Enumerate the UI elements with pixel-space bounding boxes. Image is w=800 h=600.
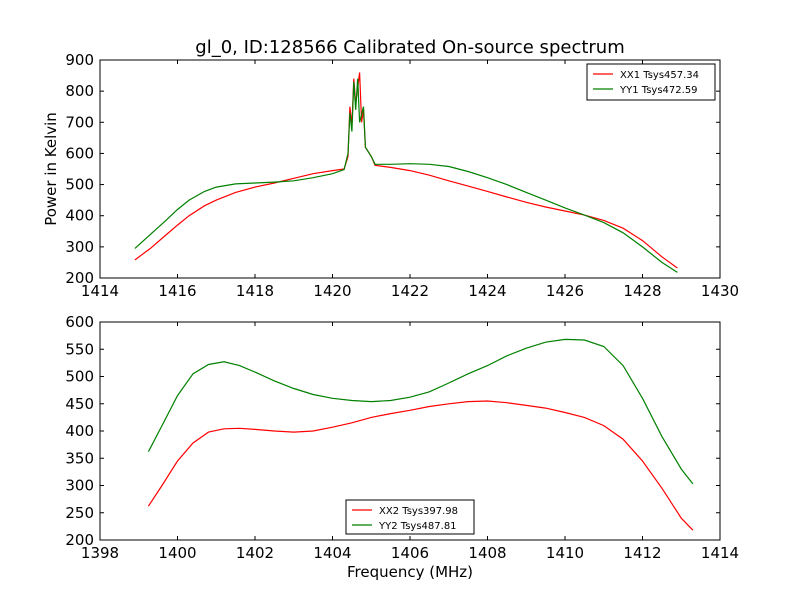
x-tick-label: 1398 xyxy=(81,544,119,562)
y-tick-label: 600 xyxy=(65,144,94,162)
x-tick-label: 1426 xyxy=(546,282,584,300)
x-tick-label: 1420 xyxy=(313,282,351,300)
legend-label: XX2 Tsys397.98 xyxy=(379,506,458,517)
legend: XX1 Tsys457.34 YY1 Tsys472.59 xyxy=(586,63,716,101)
x-tick-label: 1414 xyxy=(701,544,739,562)
legend-label: YY1 Tsys472.59 xyxy=(619,85,698,96)
x-tick-label: 1430 xyxy=(701,282,739,300)
x-tick-label: 1418 xyxy=(236,282,274,300)
y-tick-label: 350 xyxy=(65,449,94,467)
bottom-panel: 1398 1400 1402 1404 1406 1408 1410 1412 1414 200 2… xyxy=(65,313,739,581)
x-tick-label: 1408 xyxy=(468,544,506,562)
x-tick-label: 1402 xyxy=(236,544,274,562)
y-tick-label: 300 xyxy=(65,238,94,256)
y-tick-label: 400 xyxy=(65,422,94,440)
chart-title: gl_0, ID:128566 Calibrated On-source spe… xyxy=(195,37,624,58)
x-tick-label: 1400 xyxy=(158,544,196,562)
y-tick-label: 900 xyxy=(65,51,94,69)
y-tick-label: 600 xyxy=(65,313,94,331)
top-panel: 1414 1416 1418 1420 1422 1424 1426 1428 1430 200 3… xyxy=(42,51,739,300)
x-tick-label: 1414 xyxy=(81,282,119,300)
x-tick-label: 1416 xyxy=(158,282,196,300)
legend-label: XX1 Tsys457.34 xyxy=(620,70,699,81)
series-line-yy xyxy=(134,78,678,273)
y-tick-label: 800 xyxy=(65,82,94,100)
x-tick-label: 1424 xyxy=(468,282,506,300)
legend-box xyxy=(586,63,716,101)
y-tick-label: 450 xyxy=(65,395,94,413)
x-axis-title: Frequency (MHz) xyxy=(347,563,473,581)
x-tick-label: 1410 xyxy=(546,544,584,562)
series-line-xx xyxy=(134,72,678,269)
series-line-yy xyxy=(147,338,694,485)
y-tick-label: 500 xyxy=(65,368,94,386)
legend-label: YY2 Tsys487.81 xyxy=(378,521,457,532)
y-tick-label: 250 xyxy=(65,504,94,522)
y-tick-label: 300 xyxy=(65,477,94,495)
y-tick-label: 700 xyxy=(65,113,94,131)
x-tick-label: 1412 xyxy=(623,544,661,562)
x-tick-label: 1404 xyxy=(313,544,351,562)
series-line-xx xyxy=(147,400,694,531)
x-tick-label: 1428 xyxy=(623,282,661,300)
legend: XX2 Tsys397.98 YY2 Tsys487.81 xyxy=(345,499,475,535)
y-tick-label: 500 xyxy=(65,176,94,194)
x-tick-label: 1422 xyxy=(391,282,429,300)
y-tick-label: 550 xyxy=(65,340,94,358)
x-tick-label: 1406 xyxy=(391,544,429,562)
legend-box xyxy=(345,499,475,535)
y-axis-title: Power in Kelvin xyxy=(42,112,60,226)
y-tick-label: 400 xyxy=(65,207,94,225)
y-tick-label: 200 xyxy=(65,531,94,549)
y-tick-label: 200 xyxy=(65,269,94,287)
